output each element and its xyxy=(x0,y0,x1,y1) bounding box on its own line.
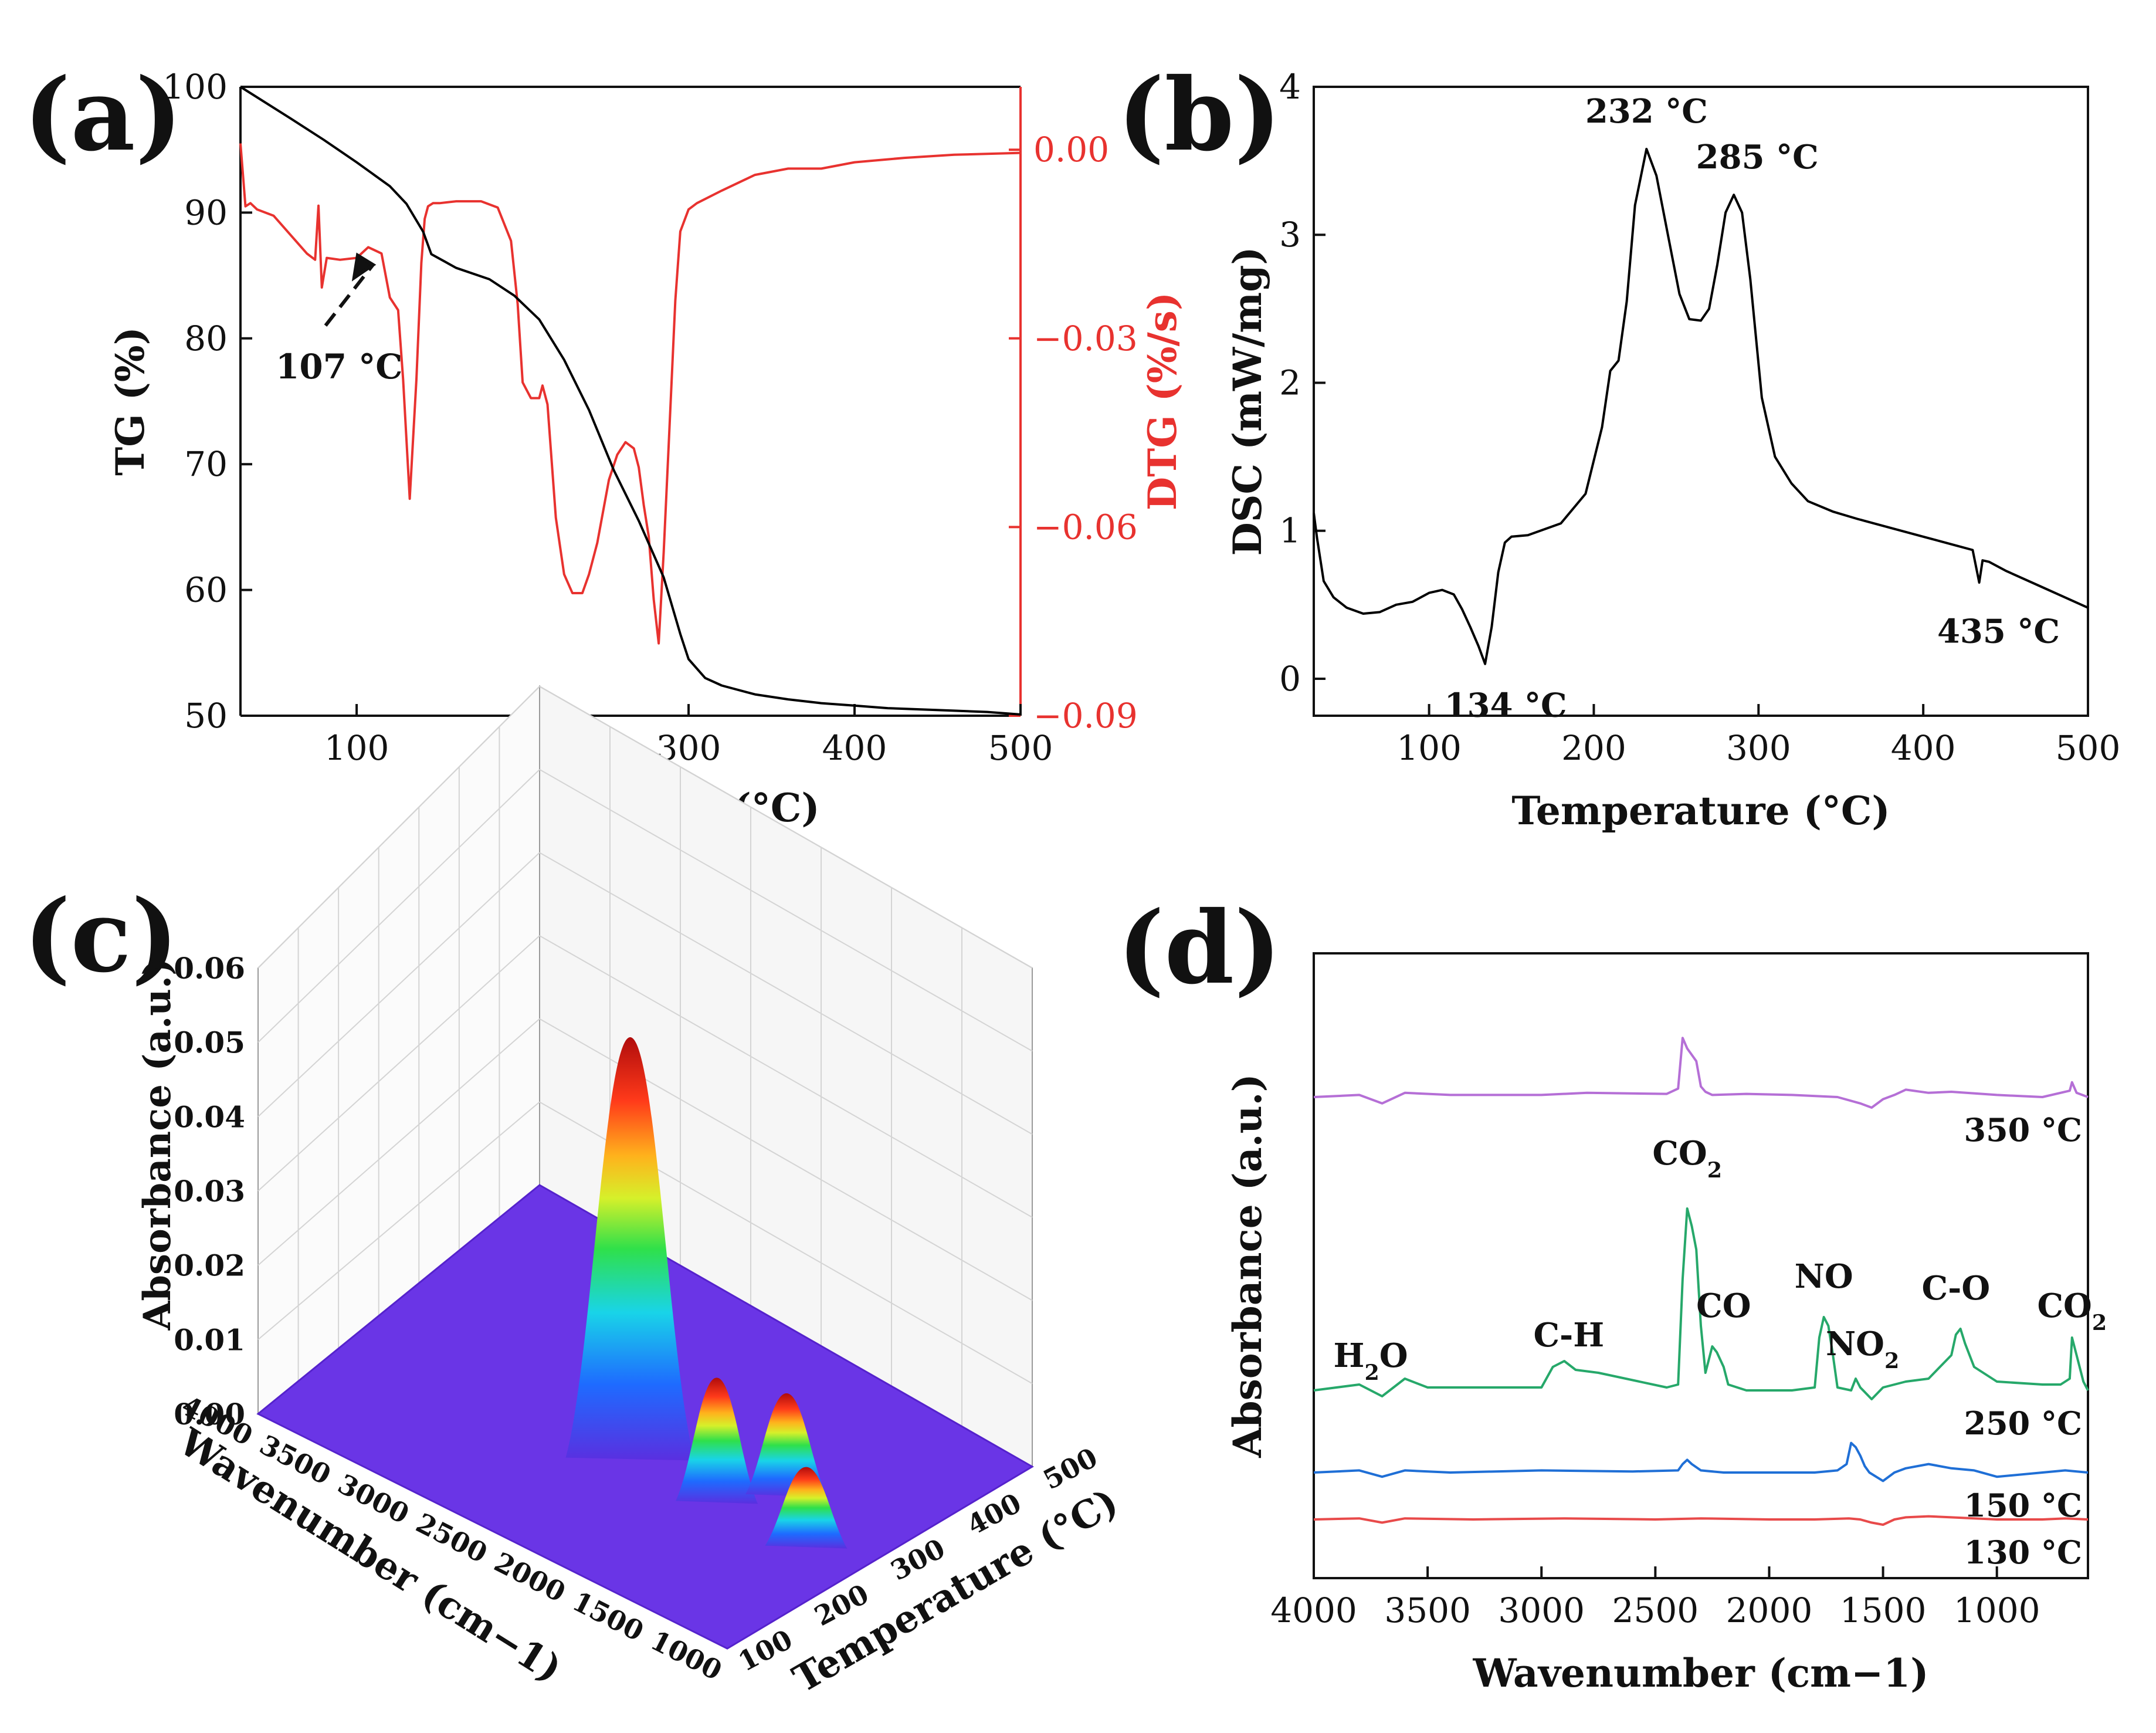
plot-frame xyxy=(1313,952,2089,1579)
y2-axis-label: DTG (%/s) xyxy=(1140,292,1185,510)
peak-annotation: 285 °C xyxy=(1696,138,1819,177)
dtg-line xyxy=(239,143,1021,645)
y-axis-label: DSC (mW/mg) xyxy=(1225,247,1270,556)
y-tick-label: 70 xyxy=(184,444,228,484)
y-tick-label: 0 xyxy=(1279,659,1301,699)
grid-line xyxy=(257,935,540,1192)
grid-line xyxy=(257,686,540,969)
y-tick-label: 3 xyxy=(1279,215,1301,255)
tg-line xyxy=(239,86,1021,716)
peak-annotation: 134 °C xyxy=(1445,686,1567,725)
x-tick-label: 100 xyxy=(1396,728,1462,768)
x-tick-label: 1500 xyxy=(1840,1590,1927,1630)
grid-line xyxy=(539,852,1033,1135)
panel-label-b: (b) xyxy=(1117,56,1282,174)
panel-label-d: (d) xyxy=(1117,889,1282,1007)
grid-line xyxy=(257,852,540,1118)
z-axis-label: Absorbance (a.u.) xyxy=(135,958,179,1331)
spectrum-line xyxy=(1313,1037,2089,1109)
surface-peak xyxy=(565,1037,695,1461)
x-tick-label: 200 xyxy=(1561,728,1626,768)
x-tick-label: 100 xyxy=(324,728,389,768)
z-tick-label: 0.03 xyxy=(174,1174,245,1209)
band-label: CO xyxy=(1696,1287,1751,1325)
y-tick-label: 2 xyxy=(1279,363,1301,402)
grid-line xyxy=(257,769,540,1043)
band-label: CO2 xyxy=(2037,1287,2107,1335)
peak-annotation: 435 °C xyxy=(1937,612,2060,651)
x-tick-label: 1000 xyxy=(1954,1590,2040,1630)
y-tick-label: 100 xyxy=(162,67,228,107)
annotation-107: 107 °C xyxy=(276,347,402,387)
z-tick-label: 0.00 xyxy=(174,1397,245,1431)
series-label: 250 °C xyxy=(1964,1404,2083,1442)
y-tick-label: 90 xyxy=(184,192,228,232)
y2-tick-label: −0.09 xyxy=(1033,696,1138,736)
annotation-arrowhead xyxy=(351,252,377,282)
spectrum-line xyxy=(1313,1515,2089,1526)
plot-frame xyxy=(1313,86,2089,717)
y2-tick-label: −0.03 xyxy=(1033,319,1138,358)
panel-label-a: (a) xyxy=(23,56,182,174)
z-tick-label: 0.04 xyxy=(174,1099,245,1134)
y-tick-label: 80 xyxy=(184,319,228,358)
z-tick-label: 0.05 xyxy=(174,1025,245,1060)
spectrum-line xyxy=(1313,1441,2089,1482)
y2-tick-label: −0.06 xyxy=(1033,507,1138,547)
grid-line xyxy=(257,1101,540,1341)
z-tick-label: 0.06 xyxy=(174,951,245,986)
grid-line xyxy=(539,769,1033,1052)
band-label: H2O xyxy=(1334,1336,1408,1385)
surface-peak xyxy=(676,1377,758,1504)
x-tick-label: 2500 xyxy=(1612,1590,1699,1630)
dsc-line xyxy=(1313,147,2089,665)
y-axis-label: Absorbance (a.u.) xyxy=(1225,1074,1270,1458)
z-tick-label: 0.02 xyxy=(174,1248,245,1283)
x-tick-label: 4000 xyxy=(1270,1590,1357,1630)
panel-b: (b) 100 200 300 400 500 0 1 2 3 4 Temperature (°C) D… xyxy=(1117,56,2120,834)
series-label: 130 °C xyxy=(1964,1534,2083,1571)
y-tick-label: 50 xyxy=(184,696,228,736)
x-axis-label: Wavenumber (cm−1) xyxy=(1473,1650,1929,1696)
y-tick-label: 1 xyxy=(1279,511,1301,551)
band-label: C-H xyxy=(1533,1316,1604,1355)
band-label: CO2 xyxy=(1652,1134,1722,1183)
grid-line xyxy=(257,1018,540,1266)
x-tick-label: 500 xyxy=(2056,728,2121,768)
band-label: C-O xyxy=(1922,1269,1991,1308)
peak-annotation: 232 °C xyxy=(1585,92,1708,131)
z-tick-label: 0.01 xyxy=(174,1322,245,1357)
x-tick-label: 3000 xyxy=(1498,1590,1585,1630)
x-tick-label: 500 xyxy=(988,728,1053,768)
band-label: NO2 xyxy=(1826,1325,1899,1373)
grid-line xyxy=(539,686,1033,969)
series-label: 350 °C xyxy=(1964,1111,2083,1149)
y-axis-label: TG (%) xyxy=(107,327,153,476)
x-tick-label: 400 xyxy=(1891,728,1956,768)
x-tick-label: 300 xyxy=(1726,728,1791,768)
grid-line xyxy=(539,935,1033,1218)
x-tick-label: 2000 xyxy=(1726,1590,1813,1630)
x-axis-label: Temperature (°C) xyxy=(1511,788,1890,834)
surface-peak xyxy=(765,1467,848,1549)
panel-label-c: (c) xyxy=(23,878,178,995)
spectrum-line xyxy=(1313,1207,2089,1400)
panel-d: (d) 4000 3500 3000 2500 2000 1500 1000 Wavenumbe… xyxy=(1117,889,2107,1696)
y2-tick-label: 0.00 xyxy=(1033,130,1109,170)
annotation-arrow xyxy=(324,263,375,327)
x-tick-label: 400 xyxy=(822,728,887,768)
y-tick-label: 60 xyxy=(184,570,228,610)
band-label: NO xyxy=(1795,1257,1853,1296)
y-tick-label: 4 xyxy=(1279,67,1301,107)
x-tick-label: 3500 xyxy=(1384,1590,1471,1630)
